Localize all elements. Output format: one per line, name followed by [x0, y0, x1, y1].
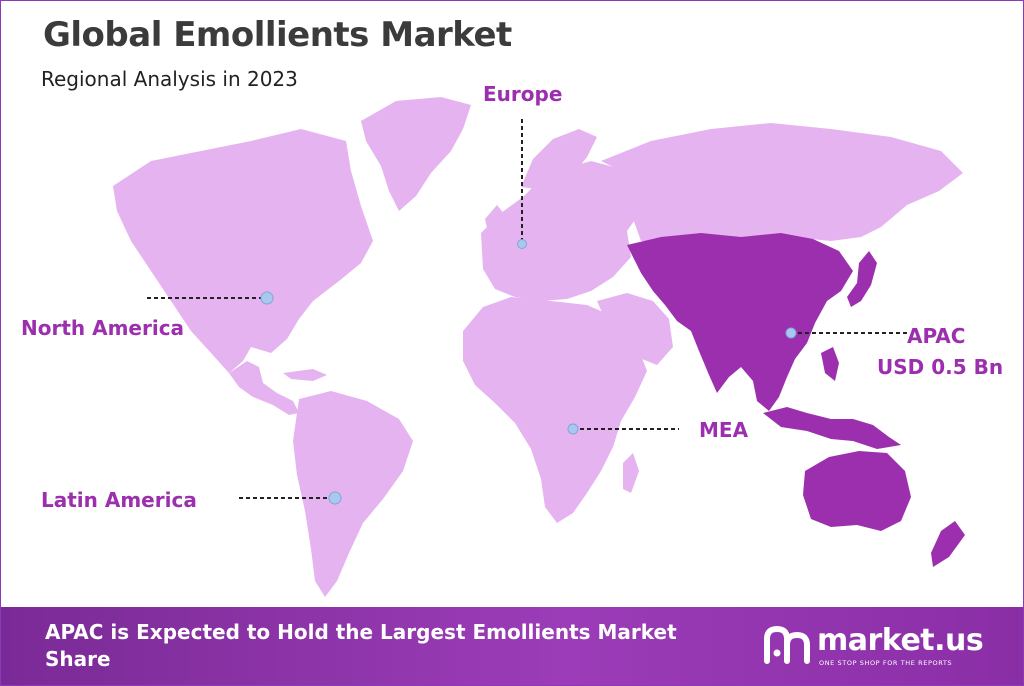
marker-north-america	[260, 291, 274, 305]
page-subtitle: Regional Analysis in 2023	[41, 67, 298, 91]
land-japan	[847, 251, 877, 307]
land-europe	[481, 161, 641, 301]
land-russia	[601, 123, 963, 245]
value-apac: USD 0.5 Bn	[877, 355, 1004, 379]
brand-tagline: ONE STOP SHOP FOR THE REPORTS	[819, 659, 953, 667]
land-greenland	[361, 97, 471, 211]
land-apac-mainland	[627, 233, 853, 411]
land-middle-east	[597, 293, 673, 365]
land-caribbean	[283, 369, 327, 381]
label-apac: APAC	[907, 324, 966, 348]
land-scandinavia	[521, 129, 597, 191]
footer-statement: APAC is Expected to Hold the Largest Emo…	[45, 620, 677, 671]
land-philippines	[821, 347, 839, 381]
land-indonesia	[763, 407, 901, 449]
land-uk	[485, 205, 505, 237]
land-africa	[463, 297, 647, 523]
brand-logo: market.us ONE STOP SHOP FOR THE REPORTS	[763, 623, 1003, 673]
marker-mea	[567, 423, 579, 435]
marker-apac	[785, 327, 797, 339]
land-north-america	[113, 129, 373, 373]
marker-latin-america	[328, 491, 342, 505]
land-madagascar	[623, 453, 639, 493]
label-north-america: North America	[21, 316, 185, 340]
world-map	[113, 97, 965, 597]
market-us-logo-icon	[764, 625, 810, 664]
label-europe: Europe	[483, 82, 563, 106]
label-mea: MEA	[699, 418, 749, 442]
page-title: Global Emollients Market	[43, 15, 512, 55]
footer-banner: APAC is Expected to Hold the Largest Emo…	[1, 607, 1023, 685]
land-australia	[803, 451, 911, 531]
land-south-america	[293, 391, 413, 597]
brand-name: market.us	[817, 623, 984, 658]
land-central-america	[229, 361, 299, 415]
land-new-zealand	[931, 521, 965, 567]
label-latin-america: Latin America	[41, 488, 197, 512]
marker-europe	[517, 239, 527, 249]
